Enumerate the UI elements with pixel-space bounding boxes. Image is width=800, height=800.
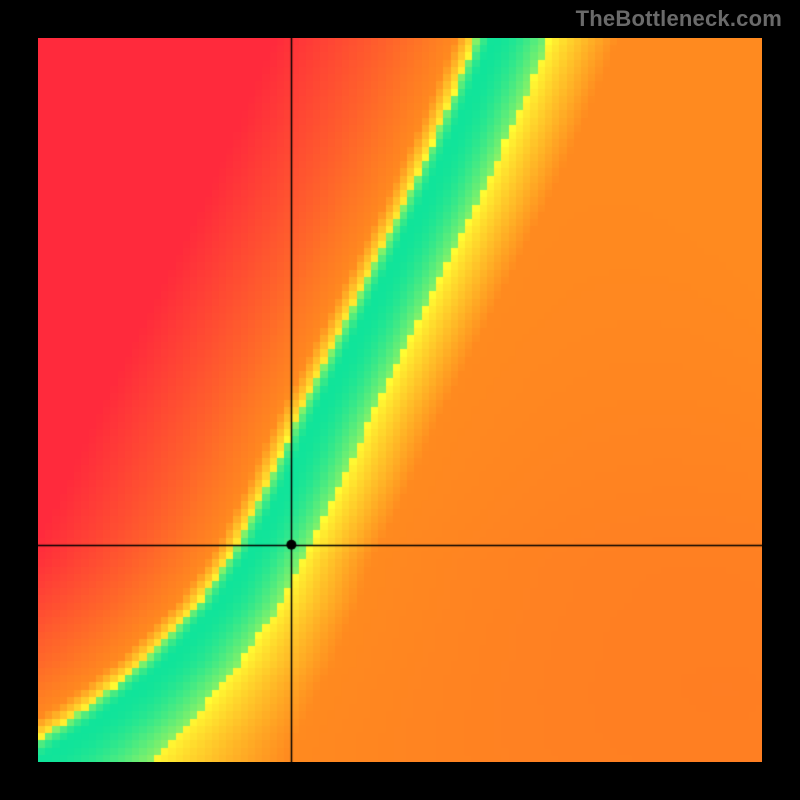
chart-frame [38, 38, 762, 762]
heatmap-canvas [38, 38, 762, 762]
watermark-text: TheBottleneck.com [576, 6, 782, 32]
